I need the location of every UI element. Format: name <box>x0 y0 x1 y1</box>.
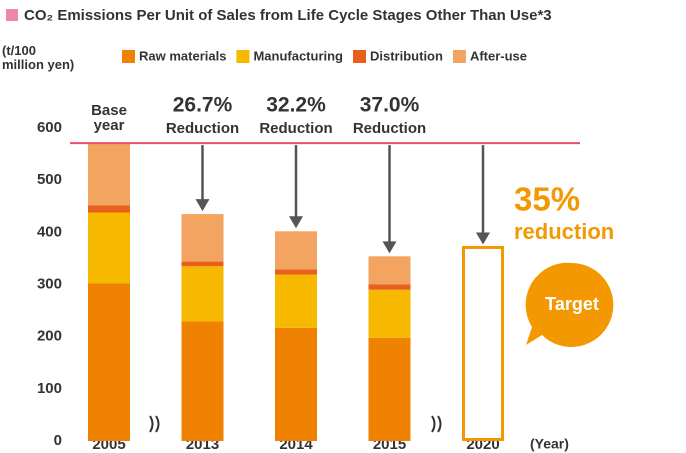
bar-segment <box>368 337 411 441</box>
arrow-head <box>289 216 303 229</box>
bar-segment <box>275 327 317 441</box>
target-bubble <box>525 262 614 347</box>
arrow-head <box>476 232 490 245</box>
y-tick-label: 0 <box>54 432 62 449</box>
target-reduction-value: 35% <box>514 181 580 218</box>
target-reduction-text: reduction <box>514 219 614 244</box>
reduction-value: 26.7% <box>173 94 233 117</box>
bar-segment <box>368 289 411 338</box>
bar-segment <box>368 256 411 285</box>
bar-segment <box>88 212 130 284</box>
bar-segment <box>181 261 224 267</box>
axis-break <box>431 415 442 433</box>
legend-swatch <box>452 50 466 63</box>
title-marker <box>6 9 18 21</box>
bar-segment <box>275 269 317 275</box>
chart-title: CO₂ Emissions Per Unit of Sales from Lif… <box>24 7 552 24</box>
legend-label: Raw materials <box>139 48 226 63</box>
legend-label: Distribution <box>370 48 443 63</box>
legend-swatch <box>353 50 366 63</box>
bar-segment <box>88 283 130 441</box>
bar-segment <box>181 214 224 262</box>
x-axis-label: (Year) <box>530 436 569 452</box>
base-label: Base year <box>91 102 127 134</box>
target-label: Target <box>545 294 599 314</box>
bar-segment <box>275 274 317 328</box>
legend-swatch <box>122 50 135 63</box>
arrow-head <box>382 241 397 254</box>
legend-label: Manufacturing <box>253 48 343 63</box>
target-bar <box>462 245 504 441</box>
y-tick-label: 500 <box>37 171 62 188</box>
bar-segment <box>181 321 224 441</box>
bar-segment <box>88 205 130 213</box>
reduction-value: 32.2% <box>266 94 326 117</box>
reduction-text: Reduction <box>259 120 332 137</box>
y-tick-label: 600 <box>37 119 62 136</box>
y-axis-label: (t/100 million yen) <box>2 43 75 72</box>
y-tick-label: 300 <box>37 275 62 292</box>
bar-segment <box>368 284 411 290</box>
y-tick-label: 100 <box>37 380 62 397</box>
axis-break <box>149 415 160 433</box>
y-tick-label: 400 <box>37 223 62 240</box>
bar-segment <box>275 231 317 270</box>
bar-segment <box>181 266 224 322</box>
arrow-head <box>195 199 210 212</box>
y-tick-label: 200 <box>37 328 62 345</box>
reduction-value: 37.0% <box>360 94 420 117</box>
reduction-text: Reduction <box>353 120 426 137</box>
legend-label: After-use <box>470 48 527 63</box>
bar-segment <box>88 143 130 206</box>
legend-swatch <box>236 50 250 63</box>
reduction-text: Reduction <box>166 120 239 137</box>
